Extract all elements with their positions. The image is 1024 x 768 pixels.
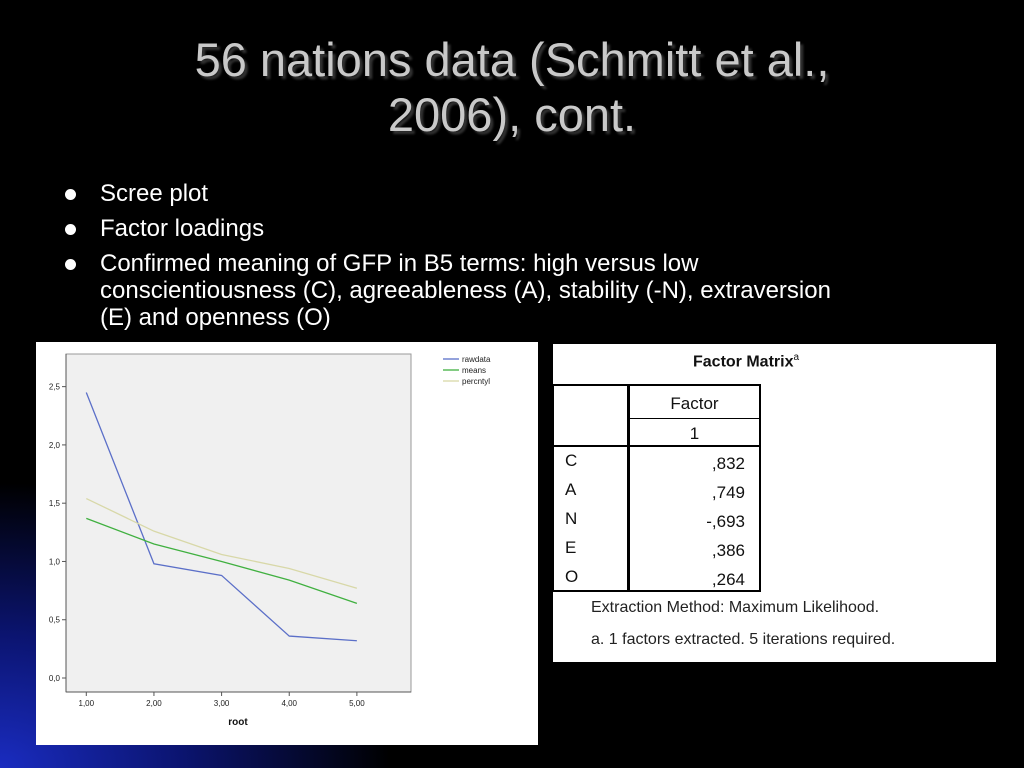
factor-matrix-title: Factor Matrixa	[693, 352, 800, 371]
table-header-bottom	[553, 445, 761, 447]
factor-subheader: 1	[689, 424, 700, 443]
row-label: C	[565, 451, 578, 470]
legend-label: rawdata	[462, 355, 491, 364]
row-label: N	[565, 509, 578, 528]
loading-value: ,264	[711, 570, 745, 589]
factor-matrix: Factor Matrixa Factor 1 C A N E O ,832 ,…	[553, 344, 996, 662]
y-tick-label: 1,5	[49, 499, 61, 508]
y-tick-label: 2,5	[49, 383, 61, 392]
loading-value: ,749	[711, 483, 745, 502]
scree-plot-svg: 0,00,51,01,52,02,5 1,00 2,00 3,00 4,00 5,00 …	[49, 353, 491, 728]
legend-label: means	[462, 366, 486, 375]
bullet-list: Scree plot Factor loadings Confirmed mea…	[60, 180, 840, 339]
table-column-divider	[627, 384, 630, 592]
x-tick-label: 4,00	[281, 699, 297, 708]
loading-value: -,693	[706, 512, 745, 531]
row-label: E	[565, 538, 577, 557]
row-label: A	[565, 480, 577, 499]
bullet-item: Confirmed meaning of GFP in B5 terms: hi…	[60, 250, 840, 331]
slide-title-line-2: 2006), cont.	[387, 88, 637, 141]
y-ticks: 0,0 0,5 1,0 1,5 2,0 2,5	[49, 383, 66, 683]
slide-title: 56 nations data (Schmitt et al., 2006), …	[60, 32, 964, 142]
x-tick-label: 5,00	[349, 699, 365, 708]
bullet-item: Scree plot	[60, 180, 840, 207]
slide-title-line-1: 56 nations data (Schmitt et al.,	[194, 33, 830, 86]
legend: rawdata means percntyl	[443, 355, 491, 386]
loading-value: ,832	[711, 454, 745, 473]
factor-header: Factor	[670, 394, 719, 413]
scree-plot: 0,0 0,5 1,0 1,5 2,0 2,5 1,00 2,00 3,00 4,00 5,00 …	[36, 342, 538, 745]
y-tick-label: 0,5	[49, 616, 61, 625]
table-border-top	[553, 384, 761, 386]
series-line-rawdata	[85, 392, 357, 642]
x-tick-label: 2,00	[146, 699, 162, 708]
plot-area	[65, 353, 412, 693]
y-tick-label: 0,0	[49, 674, 61, 683]
factor-footnote: a. 1 factors extracted. 5 iterations req…	[591, 631, 896, 648]
x-axis-title: root	[228, 717, 248, 728]
series-line-means	[86, 517, 358, 605]
series-line-percntyl	[86, 497, 358, 589]
x-ticks: 1,00 2,00 3,00 4,00 5,00	[79, 692, 365, 708]
table-header-divider	[627, 418, 761, 419]
x-tick-label: 1,00	[79, 699, 95, 708]
table-border-bottom	[553, 590, 761, 592]
series-lines	[85, 392, 358, 642]
table-border-left	[553, 384, 554, 592]
extraction-note: Extraction Method: Maximum Likelihood.	[591, 599, 880, 616]
y-tick-label: 1,0	[49, 557, 61, 566]
bullet-item: Factor loadings	[60, 215, 840, 242]
x-tick-label: 3,00	[214, 699, 230, 708]
loading-value: ,386	[711, 541, 745, 560]
legend-label: percntyl	[462, 377, 490, 386]
row-label: O	[565, 567, 579, 586]
table-border-right	[759, 384, 761, 592]
y-tick-label: 2,0	[49, 441, 61, 450]
